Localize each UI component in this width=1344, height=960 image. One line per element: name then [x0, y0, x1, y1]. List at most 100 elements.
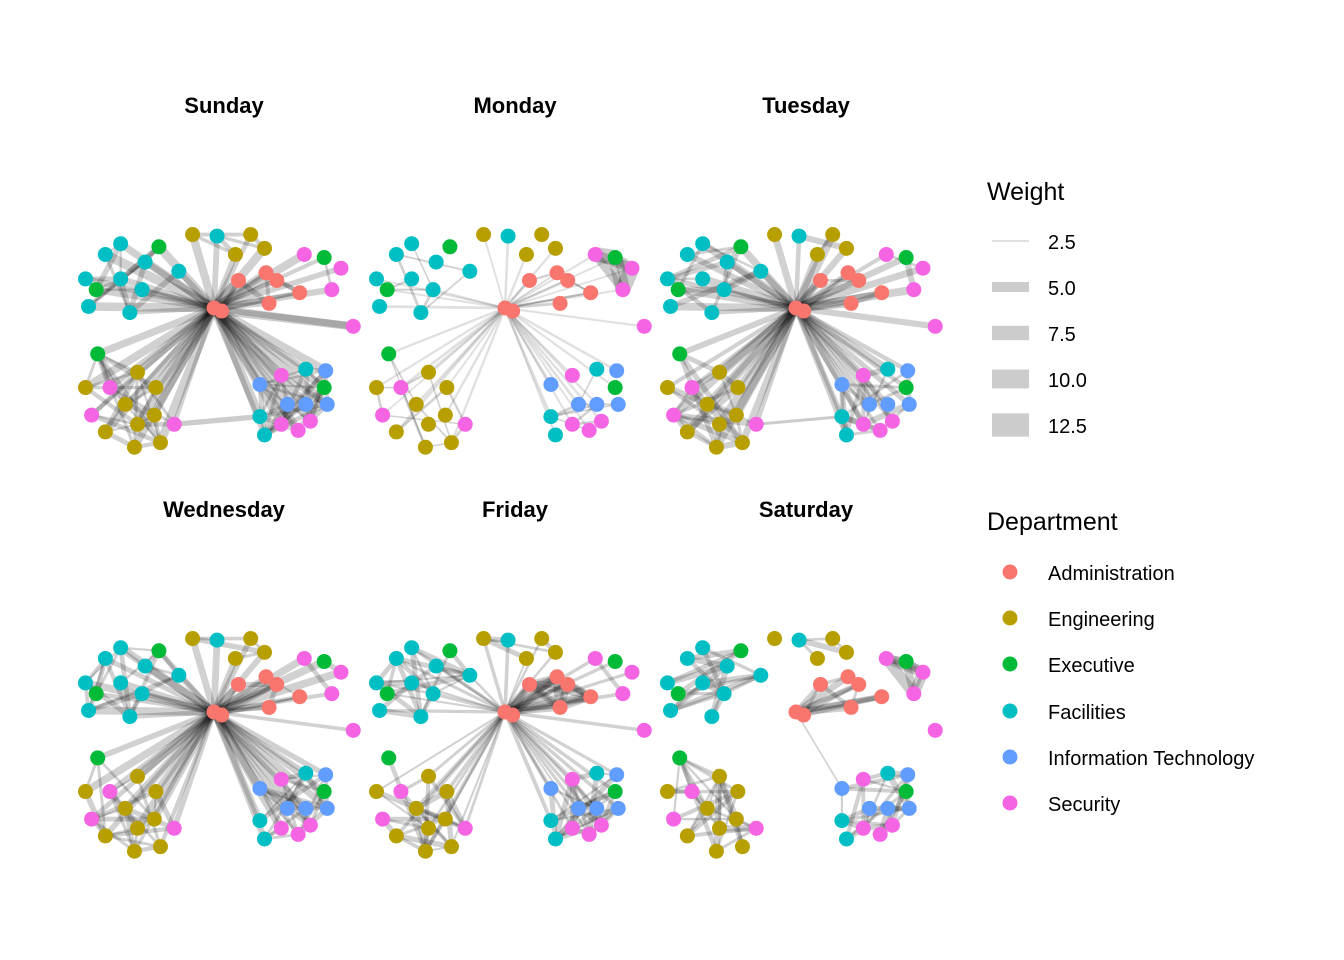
node-information-technology	[901, 396, 917, 412]
edge	[128, 269, 181, 315]
edge	[435, 665, 506, 714]
node-security	[457, 416, 473, 432]
nodes	[659, 227, 943, 455]
node-security	[855, 771, 871, 787]
edge	[666, 259, 728, 282]
edge	[504, 694, 592, 715]
department-legend-key	[1002, 749, 1018, 765]
edge	[375, 307, 506, 389]
node-engineering	[437, 407, 453, 423]
node-security	[102, 380, 118, 396]
node-executive	[151, 239, 167, 255]
edge	[258, 773, 327, 823]
edge	[841, 786, 907, 794]
edge	[134, 709, 218, 831]
node-information-technology	[570, 800, 586, 816]
edge	[108, 790, 136, 852]
node-executive	[381, 346, 397, 362]
edge	[211, 709, 330, 812]
node-executive	[90, 750, 106, 766]
node-engineering	[408, 396, 424, 412]
edge	[88, 302, 215, 313]
edge	[700, 240, 799, 312]
node-engineering	[388, 828, 404, 844]
node-information-technology	[252, 781, 268, 796]
node-facilities	[209, 632, 225, 648]
node-facilities	[256, 427, 272, 443]
edge	[118, 644, 217, 716]
edge	[259, 383, 328, 406]
node-facilities	[716, 686, 732, 702]
node-facilities	[880, 361, 896, 377]
edge	[410, 646, 506, 714]
node-security	[273, 367, 289, 383]
edge	[550, 807, 619, 822]
edge	[803, 683, 860, 717]
edge	[153, 709, 217, 794]
node-engineering	[547, 644, 563, 660]
edge	[678, 757, 709, 810]
node-engineering	[809, 650, 825, 666]
edge	[376, 681, 434, 695]
node-administration	[851, 676, 867, 692]
node-facilities	[372, 702, 388, 718]
node-information-technology	[319, 396, 335, 412]
node-executive	[898, 250, 914, 266]
node-facilities	[679, 246, 695, 262]
edge	[841, 382, 907, 390]
edge	[550, 773, 618, 822]
node-executive	[672, 346, 688, 362]
edge	[411, 681, 506, 714]
edge	[96, 353, 136, 448]
edge	[129, 709, 215, 719]
edge	[554, 807, 619, 841]
edge	[504, 306, 645, 328]
edge	[676, 242, 705, 291]
node-engineering	[712, 820, 727, 836]
node-facilities	[838, 831, 854, 847]
node-engineering	[243, 631, 259, 647]
node-facilities	[704, 709, 720, 725]
node-engineering	[117, 800, 133, 816]
edge	[278, 777, 313, 827]
department-legend-key	[1002, 610, 1018, 626]
edge	[213, 265, 342, 311]
node-facilities	[589, 361, 605, 377]
edge	[155, 243, 218, 311]
node-facilities	[880, 765, 896, 781]
node-facilities	[113, 640, 129, 656]
node-administration	[269, 676, 285, 692]
panel-title-saturday: Saturday	[759, 497, 854, 522]
panel-tuesday	[659, 227, 943, 455]
edge	[259, 772, 307, 822]
department-legend-label: Executive	[1048, 655, 1135, 677]
node-engineering	[148, 784, 164, 800]
node-security	[587, 246, 603, 262]
node-facilities	[500, 632, 516, 648]
node-engineering	[476, 631, 492, 647]
weight-legend-label: 2.5	[1048, 232, 1076, 254]
node-information-technology	[318, 363, 334, 379]
edge	[793, 305, 866, 378]
edge	[210, 304, 310, 408]
node-security	[927, 722, 943, 738]
edge	[213, 255, 325, 310]
node-administration	[796, 707, 812, 723]
node-engineering	[534, 227, 550, 243]
node-engineering	[767, 631, 783, 647]
edge	[210, 306, 264, 419]
edge	[258, 787, 300, 836]
node-administration	[843, 295, 859, 311]
node-engineering	[421, 768, 436, 784]
node-security	[593, 817, 609, 833]
node-engineering	[825, 631, 841, 647]
node-security	[684, 784, 700, 800]
node-facilities	[137, 658, 153, 674]
node-engineering	[417, 843, 433, 859]
edge	[83, 304, 217, 391]
node-engineering	[77, 784, 93, 800]
node-security	[636, 318, 652, 334]
node-information-technology	[543, 377, 559, 392]
node-security	[748, 820, 764, 836]
edge	[91, 413, 138, 426]
